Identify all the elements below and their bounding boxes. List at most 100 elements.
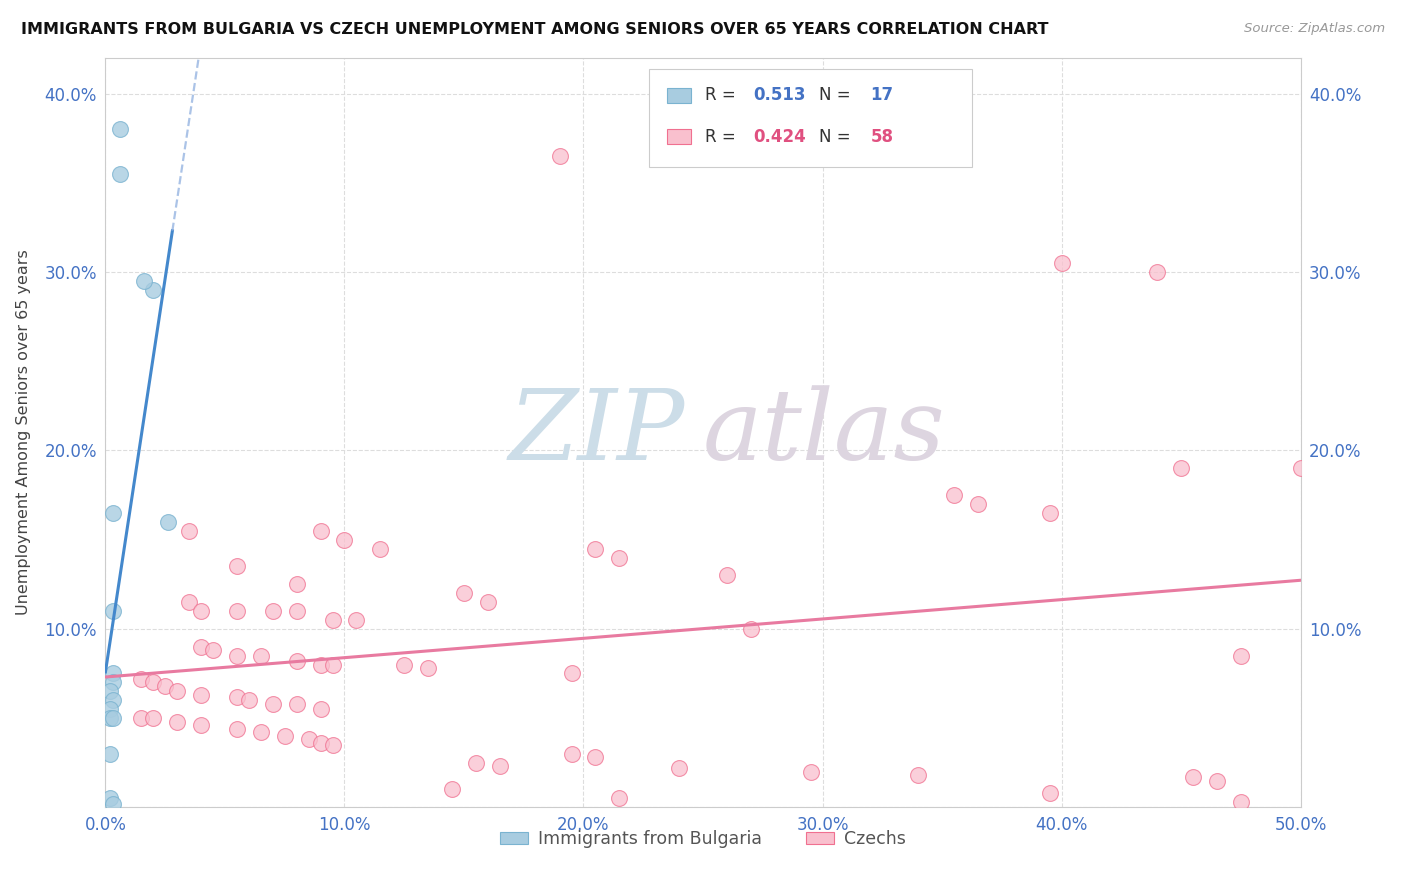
Text: R =: R = — [706, 128, 741, 145]
Text: 0.424: 0.424 — [754, 128, 806, 145]
Point — [1146, 265, 1168, 279]
Point — [262, 697, 284, 711]
Point — [1229, 648, 1251, 663]
Point — [142, 675, 165, 690]
Point — [190, 640, 212, 654]
Point — [156, 515, 179, 529]
Point — [489, 759, 512, 773]
Point — [418, 661, 440, 675]
Point — [321, 738, 344, 752]
Point — [250, 648, 273, 663]
Point — [285, 697, 308, 711]
Point — [142, 283, 165, 297]
Point — [607, 791, 630, 805]
Point — [548, 149, 571, 163]
Point — [101, 675, 124, 690]
Text: 17: 17 — [870, 87, 893, 104]
Point — [225, 722, 249, 736]
Point — [464, 756, 488, 770]
Point — [942, 488, 965, 502]
Text: atlas: atlas — [703, 385, 946, 480]
Point — [477, 595, 499, 609]
Point — [190, 718, 212, 732]
Point — [967, 497, 990, 511]
Point — [98, 791, 121, 805]
Point — [101, 506, 124, 520]
Bar — [668, 129, 692, 145]
Point — [132, 274, 155, 288]
Text: N =: N = — [818, 87, 856, 104]
FancyBboxPatch shape — [650, 70, 972, 167]
Point — [190, 604, 212, 618]
Text: 0.513: 0.513 — [754, 87, 806, 104]
Point — [98, 684, 121, 698]
Point — [98, 711, 121, 725]
Point — [190, 688, 212, 702]
Point — [585, 750, 607, 764]
Point — [1038, 786, 1062, 800]
Point — [225, 559, 249, 574]
Point — [333, 533, 356, 547]
Text: IMMIGRANTS FROM BULGARIA VS CZECH UNEMPLOYMENT AMONG SENIORS OVER 65 YEARS CORRE: IMMIGRANTS FROM BULGARIA VS CZECH UNEMPL… — [21, 22, 1049, 37]
Point — [392, 657, 416, 672]
Point — [309, 657, 332, 672]
Point — [907, 768, 929, 782]
Point — [309, 702, 332, 716]
Point — [321, 657, 344, 672]
Point — [716, 568, 738, 582]
Point — [101, 666, 124, 681]
Point — [225, 604, 249, 618]
Point — [129, 711, 153, 725]
Point — [273, 729, 295, 743]
Point — [309, 736, 332, 750]
Point — [440, 782, 463, 797]
Point — [108, 122, 131, 136]
Point — [668, 761, 690, 775]
Point — [799, 764, 821, 779]
Text: ZIP: ZIP — [509, 385, 685, 480]
Point — [560, 747, 583, 761]
Point — [225, 690, 249, 704]
Point — [285, 654, 308, 668]
Point — [166, 684, 188, 698]
Point — [153, 679, 177, 693]
Point — [101, 604, 124, 618]
Point — [285, 604, 308, 618]
Point — [1050, 256, 1073, 270]
Point — [238, 693, 260, 707]
Point — [98, 747, 121, 761]
Point — [101, 693, 124, 707]
Point — [346, 613, 368, 627]
Point — [607, 550, 630, 565]
Point — [1170, 461, 1192, 475]
Point — [177, 524, 201, 538]
Point — [129, 672, 153, 686]
Point — [298, 732, 321, 747]
Point — [560, 666, 583, 681]
Point — [142, 711, 165, 725]
Point — [740, 622, 762, 636]
Point — [98, 702, 121, 716]
Point — [1229, 795, 1251, 809]
Point — [453, 586, 475, 600]
Point — [166, 714, 188, 729]
Point — [1289, 461, 1312, 475]
Point — [101, 711, 124, 725]
Point — [225, 648, 249, 663]
Point — [1038, 506, 1062, 520]
Point — [1181, 770, 1204, 784]
Text: R =: R = — [706, 87, 741, 104]
Text: Source: ZipAtlas.com: Source: ZipAtlas.com — [1244, 22, 1385, 36]
Point — [262, 604, 284, 618]
Point — [321, 613, 344, 627]
Point — [585, 541, 607, 556]
Point — [1206, 773, 1229, 788]
Point — [101, 797, 124, 811]
Point — [202, 643, 225, 657]
Point — [309, 524, 332, 538]
Text: N =: N = — [818, 128, 856, 145]
Point — [250, 725, 273, 739]
Legend: Immigrants from Bulgaria, Czechs: Immigrants from Bulgaria, Czechs — [494, 823, 912, 855]
Point — [108, 167, 131, 181]
Text: 58: 58 — [870, 128, 893, 145]
